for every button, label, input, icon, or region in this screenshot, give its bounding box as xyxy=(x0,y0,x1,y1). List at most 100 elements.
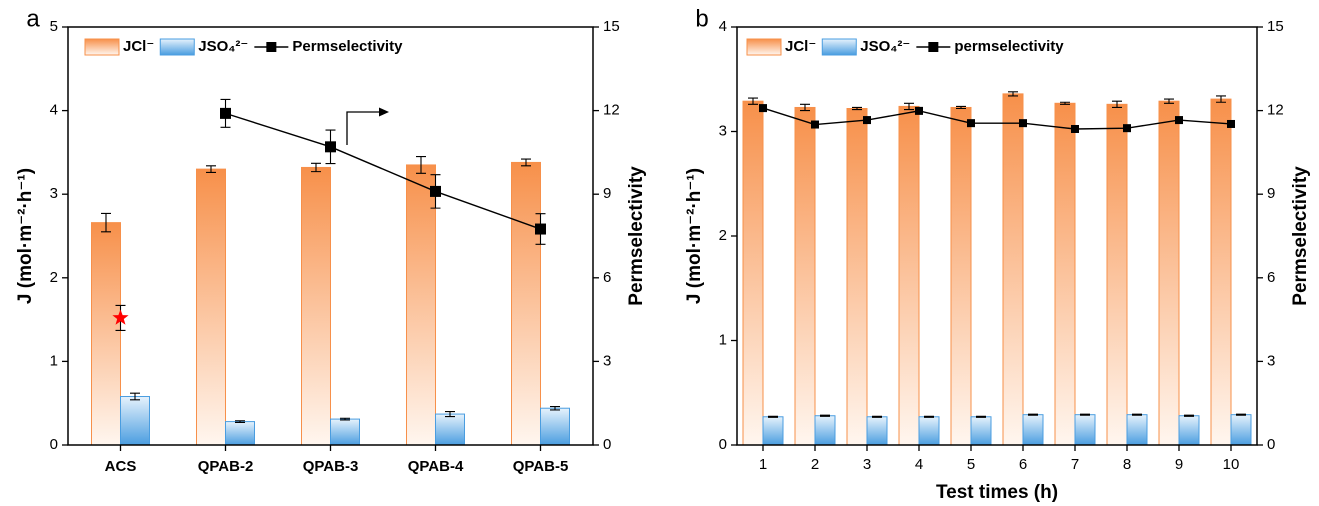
bar xyxy=(435,413,465,446)
bar xyxy=(762,416,784,446)
x-tick-label: ACS xyxy=(105,458,137,475)
bar xyxy=(1230,414,1252,446)
error-bar xyxy=(1080,413,1090,416)
y2-tick-label: 3 xyxy=(1267,352,1275,369)
bar xyxy=(511,161,541,446)
error-bar xyxy=(445,411,455,418)
bar xyxy=(814,415,836,446)
marker xyxy=(1019,119,1027,128)
bar xyxy=(742,100,764,446)
error-bar xyxy=(904,102,914,111)
error-bar xyxy=(1028,413,1038,416)
x-tick-label: QPAB-4 xyxy=(408,458,464,475)
x-tick-label: QPAB-2 xyxy=(198,458,254,475)
error-bar xyxy=(872,415,882,418)
y-axis-label: J (mol·m⁻²·h⁻¹) xyxy=(684,168,705,304)
y2-tick-label: 15 xyxy=(603,18,620,35)
error-bar xyxy=(1008,91,1018,97)
x-tick-label: 4 xyxy=(915,456,923,473)
error-bar xyxy=(311,162,321,173)
bar xyxy=(301,166,331,446)
marker xyxy=(863,116,871,125)
bar xyxy=(1158,100,1180,446)
error-bar xyxy=(340,417,350,421)
legend-marker xyxy=(266,42,277,52)
y2-tick-label: 0 xyxy=(603,436,611,453)
error-bar xyxy=(1060,101,1070,105)
bar xyxy=(225,421,255,446)
error-bar xyxy=(800,103,810,112)
y2-axis-label: Permselectivity xyxy=(626,166,647,306)
marker xyxy=(1071,124,1079,133)
marker xyxy=(915,106,923,115)
annotation-arrow xyxy=(346,107,389,145)
y2-tick-label: 6 xyxy=(603,269,611,286)
marker xyxy=(220,107,231,119)
error-bar xyxy=(550,405,560,411)
bar xyxy=(330,418,360,446)
y2-tick-label: 9 xyxy=(1267,185,1275,202)
y-tick-label: 1 xyxy=(50,352,58,369)
legend-marker xyxy=(928,42,939,52)
legend-swatch xyxy=(84,38,120,56)
y2-tick-label: 12 xyxy=(1267,102,1284,119)
panel-label: b xyxy=(695,5,708,32)
bar xyxy=(1106,103,1128,446)
error-bar xyxy=(956,105,966,110)
bar xyxy=(846,108,868,446)
y-tick-label: 4 xyxy=(50,102,58,119)
x-tick-label: 3 xyxy=(863,456,871,473)
plot-frame xyxy=(67,26,594,446)
marker xyxy=(1123,124,1131,133)
marker xyxy=(1175,116,1183,125)
bar xyxy=(1022,414,1044,446)
marker xyxy=(1227,119,1235,128)
bar xyxy=(1054,102,1076,446)
x-tick-label: 6 xyxy=(1019,456,1027,473)
legend-label: Permselectivity xyxy=(292,38,403,55)
y2-tick-label: 3 xyxy=(603,352,611,369)
y-tick-label: 4 xyxy=(719,18,727,35)
legend-swatch xyxy=(746,38,782,56)
x-tick-label: 10 xyxy=(1223,456,1240,473)
bar xyxy=(950,106,972,446)
bar xyxy=(866,416,888,446)
y-tick-label: 0 xyxy=(50,436,58,453)
marker xyxy=(811,120,819,129)
legend-label: JSO₄²⁻ xyxy=(860,38,910,55)
marker xyxy=(535,223,546,235)
error-bar xyxy=(1112,100,1122,109)
error-bar xyxy=(976,415,986,418)
bar xyxy=(1178,415,1200,446)
bar xyxy=(406,164,436,446)
y2-axis-label: Permselectivity xyxy=(1290,166,1311,306)
marker xyxy=(759,104,767,113)
line xyxy=(225,112,541,230)
bar xyxy=(970,416,992,446)
bar xyxy=(1210,98,1232,446)
star-marker xyxy=(112,309,129,325)
error-bar xyxy=(852,106,862,111)
bar xyxy=(1002,93,1024,446)
bar xyxy=(540,407,570,446)
y-tick-label: 2 xyxy=(719,227,727,244)
error-bar xyxy=(206,165,216,174)
y-tick-label: 3 xyxy=(719,122,727,139)
legend-label: JCl⁻ xyxy=(123,38,154,55)
y-axis-label: J (mol·m⁻²·h⁻¹) xyxy=(15,168,36,304)
y-tick-label: 3 xyxy=(50,185,58,202)
y2-tick-label: 15 xyxy=(1267,18,1284,35)
y-tick-label: 0 xyxy=(719,436,727,453)
error-bar xyxy=(820,414,830,417)
error-bar xyxy=(1132,413,1142,416)
y-tick-label: 1 xyxy=(719,331,727,348)
plot-frame xyxy=(736,26,1258,446)
x-tick-label: 7 xyxy=(1071,456,1079,473)
x-tick-label: 1 xyxy=(759,456,767,473)
bar xyxy=(120,396,150,446)
y2-tick-label: 0 xyxy=(1267,436,1275,453)
y2-tick-label: 12 xyxy=(603,102,620,119)
legend-label: JCl⁻ xyxy=(785,38,816,55)
bar xyxy=(91,222,121,446)
